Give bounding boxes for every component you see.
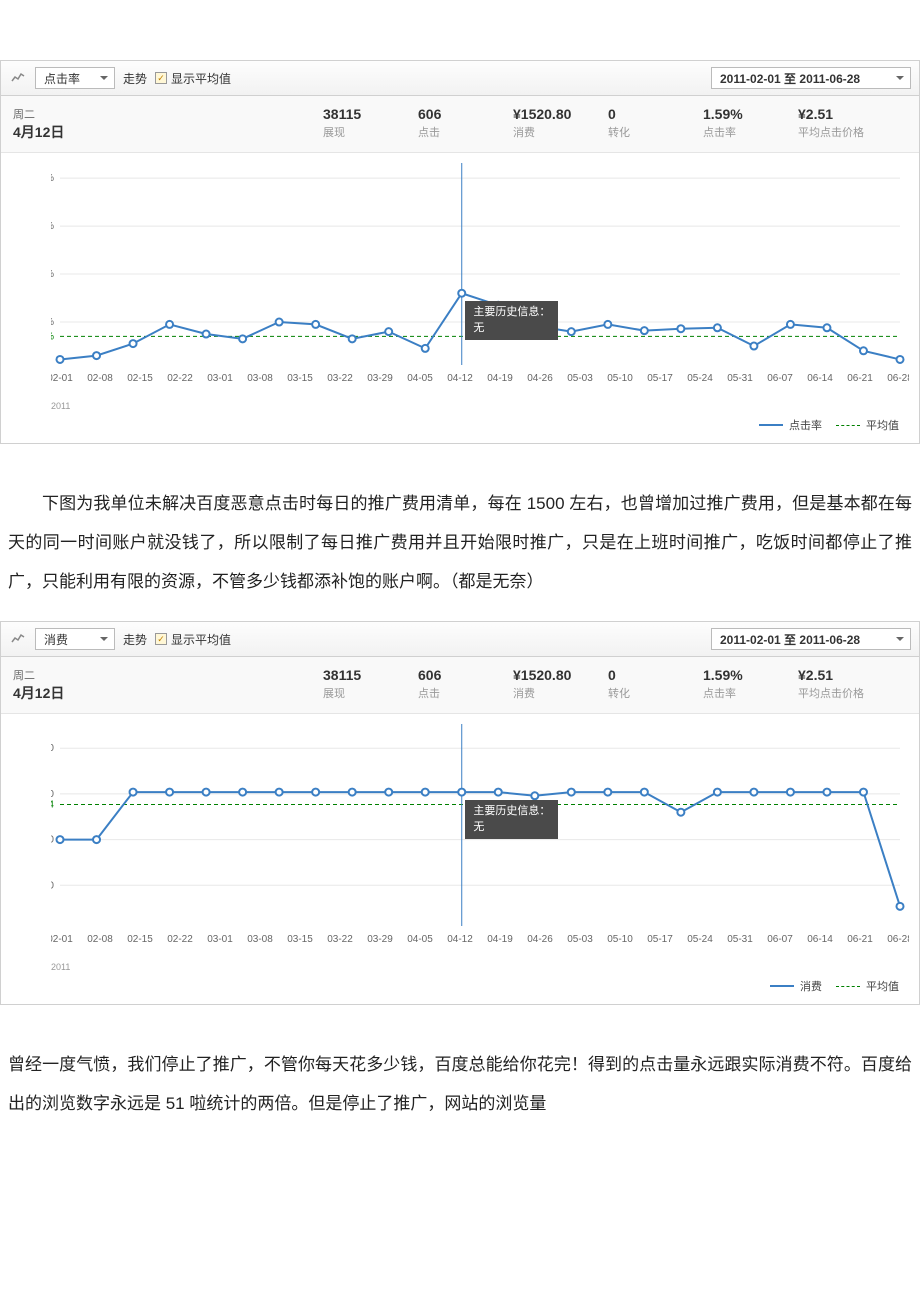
date-range-select[interactable]: 2011-02-01 至 2011-06-28	[711, 67, 911, 89]
svg-text:02-15: 02-15	[127, 373, 153, 383]
date-label: 4月12日	[13, 122, 323, 142]
weekday-label: 周二	[13, 667, 323, 683]
svg-text:03-22: 03-22	[327, 373, 353, 383]
chart-icon	[9, 630, 27, 648]
stat-col: ¥1520.80消费	[513, 106, 608, 140]
checkbox-icon: ✓	[155, 633, 167, 645]
svg-text:03-01: 03-01	[207, 934, 233, 944]
svg-text:05-17: 05-17	[647, 934, 673, 944]
toolbar: 消费 走势 ✓ 显示平均值 2011-02-01 至 2011-06-28	[1, 622, 919, 657]
year-label: 2011	[51, 401, 70, 411]
svg-text:06-21: 06-21	[847, 934, 873, 944]
svg-text:03-22: 03-22	[327, 934, 353, 944]
chart-legend: 点击率 平均值	[1, 413, 919, 443]
svg-text:06-07: 06-07	[767, 373, 793, 383]
chart-icon	[9, 69, 27, 87]
stat-col: ¥2.51平均点击价格	[798, 667, 893, 701]
stat-col: 0转化	[608, 667, 703, 701]
stat-col: 38115展现	[323, 106, 418, 140]
svg-text:03-08: 03-08	[247, 934, 273, 944]
svg-text:03-01: 03-01	[207, 373, 233, 383]
chart-tooltip: 主要历史信息： 无	[465, 301, 558, 340]
metric-select[interactable]: 点击率	[35, 67, 115, 89]
svg-text:04-26: 04-26	[527, 934, 553, 944]
chart-area-cost: 2000 1500 1000 500 1384 02-01 02-08 02-15 02-22 0…	[1, 714, 919, 974]
svg-text:2000: 2000	[51, 744, 54, 755]
weekday-label: 周二	[13, 106, 323, 122]
svg-text:500: 500	[51, 881, 54, 892]
svg-text:02-08: 02-08	[87, 934, 113, 944]
stat-col: 38115展现	[323, 667, 418, 701]
svg-text:04-12: 04-12	[447, 373, 473, 383]
date-range-select[interactable]: 2011-02-01 至 2011-06-28	[711, 628, 911, 650]
trend-label: 走势	[123, 631, 147, 648]
svg-text:04-05: 04-05	[407, 373, 433, 383]
svg-text:03-29: 03-29	[367, 934, 393, 944]
svg-text:05-03: 05-03	[567, 934, 593, 944]
chart-panel-ctr: 点击率 走势 ✓ 显示平均值 2011-02-01 至 2011-06-28 周…	[0, 60, 920, 444]
chart-legend: 消费 平均值	[1, 974, 919, 1004]
svg-text:04-26: 04-26	[527, 373, 553, 383]
date-label: 4月12日	[13, 683, 323, 703]
toolbar: 点击率 走势 ✓ 显示平均值 2011-02-01 至 2011-06-28	[1, 61, 919, 96]
svg-text:03-15: 03-15	[287, 373, 313, 383]
svg-text:06-21: 06-21	[847, 373, 873, 383]
svg-text:02-22: 02-22	[167, 373, 193, 383]
svg-text:1384: 1384	[51, 800, 54, 811]
svg-text:02-01: 02-01	[51, 934, 73, 944]
svg-text:05-17: 05-17	[647, 373, 673, 383]
svg-text:03-29: 03-29	[367, 373, 393, 383]
stat-col: 0转化	[608, 106, 703, 140]
svg-text:05-10: 05-10	[607, 934, 633, 944]
svg-text:06-14: 06-14	[807, 373, 833, 383]
svg-text:06-28: 06-28	[887, 934, 909, 944]
metric-select[interactable]: 消费	[35, 628, 115, 650]
svg-text:04-12: 04-12	[447, 934, 473, 944]
svg-text:1.00%: 1.00%	[51, 317, 54, 328]
svg-text:06-28: 06-28	[887, 373, 909, 383]
show-avg-checkbox[interactable]: ✓ 显示平均值	[155, 631, 231, 648]
stats-bar: 周二 4月12日 38115展现606点击¥1520.80消费0转化1.59%点…	[1, 657, 919, 714]
checkbox-icon: ✓	[155, 72, 167, 84]
svg-text:1500: 1500	[51, 789, 54, 800]
svg-text:1000: 1000	[51, 835, 54, 846]
svg-text:0.70%: 0.70%	[51, 331, 54, 342]
svg-text:05-24: 05-24	[687, 373, 713, 383]
paragraph-2: 曾经一度气愤，我们停止了推广，不管你每天花多少钱，百度总能给你花完！得到的点击量…	[0, 1005, 920, 1143]
svg-text:03-15: 03-15	[287, 934, 313, 944]
svg-text:04-05: 04-05	[407, 934, 433, 944]
year-label: 2011	[51, 962, 70, 972]
svg-text:02-15: 02-15	[127, 934, 153, 944]
stat-col: ¥2.51平均点击价格	[798, 106, 893, 140]
svg-text:02-08: 02-08	[87, 373, 113, 383]
chart-panel-cost: 消费 走势 ✓ 显示平均值 2011-02-01 至 2011-06-28 周二…	[0, 621, 920, 1005]
svg-text:04-19: 04-19	[487, 934, 513, 944]
chart-tooltip: 主要历史信息： 无	[465, 800, 558, 839]
svg-text:05-24: 05-24	[687, 934, 713, 944]
svg-text:4.00%: 4.00%	[51, 173, 54, 184]
stat-col: 1.59%点击率	[703, 667, 798, 701]
show-avg-checkbox[interactable]: ✓ 显示平均值	[155, 70, 231, 87]
stats-bar: 周二 4月12日 38115展现606点击¥1520.80消费0转化1.59%点…	[1, 96, 919, 153]
chart-area-ctr: 4.00% 3.00% 2.00% 1.00% 0.70% 02-01 02-08 02-15…	[1, 153, 919, 413]
svg-text:2.00%: 2.00%	[51, 269, 54, 280]
stat-col: 606点击	[418, 667, 513, 701]
svg-text:3.00%: 3.00%	[51, 221, 54, 232]
svg-text:03-08: 03-08	[247, 373, 273, 383]
stat-col: ¥1520.80消费	[513, 667, 608, 701]
svg-text:05-31: 05-31	[727, 373, 753, 383]
svg-text:06-07: 06-07	[767, 934, 793, 944]
svg-text:02-01: 02-01	[51, 373, 73, 383]
stat-col: 1.59%点击率	[703, 106, 798, 140]
svg-text:05-10: 05-10	[607, 373, 633, 383]
stat-col: 606点击	[418, 106, 513, 140]
svg-text:02-22: 02-22	[167, 934, 193, 944]
trend-label: 走势	[123, 70, 147, 87]
svg-text:05-03: 05-03	[567, 373, 593, 383]
svg-text:06-14: 06-14	[807, 934, 833, 944]
svg-text:04-19: 04-19	[487, 373, 513, 383]
svg-text:05-31: 05-31	[727, 934, 753, 944]
paragraph-1: 下图为我单位未解决百度恶意点击时每日的推广费用清单，每在 1500 左右，也曾增…	[0, 444, 920, 621]
